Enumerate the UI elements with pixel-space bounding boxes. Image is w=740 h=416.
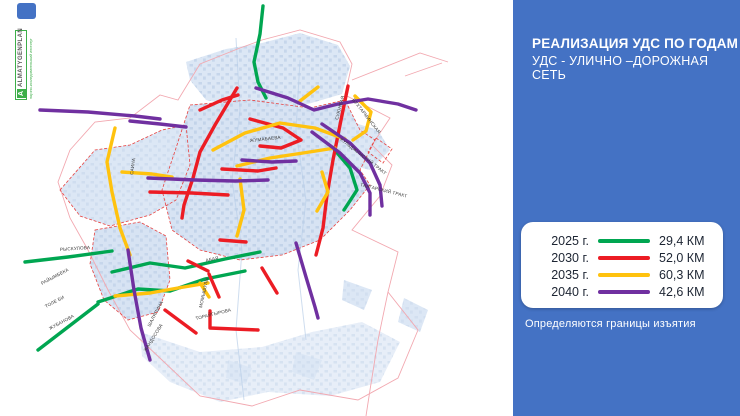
road-red xyxy=(208,309,260,332)
legend-line-purple xyxy=(598,289,650,294)
legend-km: 29,4 КМ xyxy=(659,233,705,248)
road-red xyxy=(220,166,278,173)
road-red xyxy=(207,272,221,299)
road-purple xyxy=(310,130,372,217)
legend-row-2035: 2035 г. 60,3 КМ xyxy=(521,266,723,283)
legend-km: 52,0 КМ xyxy=(659,250,705,265)
logo-subtitle: научно-исследовательский институт xyxy=(29,38,33,99)
road-yellow xyxy=(235,177,246,238)
almatygenplan-logo: A ALMATYGENPLAN xyxy=(15,27,27,100)
road-green xyxy=(110,250,262,274)
district-dashed-boundary xyxy=(89,221,171,321)
slide-blue-square xyxy=(17,3,36,19)
road-purple xyxy=(240,158,298,164)
street-label: САИНА xyxy=(129,157,136,175)
city-boundary xyxy=(365,291,389,416)
road-red xyxy=(260,266,279,295)
legend-line-yellow xyxy=(598,272,650,277)
road-purple xyxy=(126,248,152,362)
district-blocks xyxy=(140,322,400,402)
river-line xyxy=(231,37,245,401)
logo-name: ALMATYGENPLAN xyxy=(18,27,24,87)
road-yellow xyxy=(315,170,330,213)
street-label: ТОЛЕ БИ xyxy=(44,295,65,309)
street-label: ЖУМАБАЕВА xyxy=(250,135,282,143)
district-blocks xyxy=(342,280,372,310)
district-dashed-boundary xyxy=(161,99,376,261)
road-green xyxy=(331,146,359,212)
legend-line-red xyxy=(598,255,650,260)
road-purple xyxy=(146,176,270,183)
legend-km: 60,3 КМ xyxy=(659,267,705,282)
road-green xyxy=(252,4,268,100)
district-dashed-boundary xyxy=(367,137,393,164)
legend-year: 2035 г. xyxy=(551,267,589,282)
legend-year: 2040 г. xyxy=(551,284,589,299)
road-yellow xyxy=(120,170,174,179)
road-red xyxy=(186,259,210,273)
logo-a-mark: A xyxy=(16,89,26,98)
legend-row-2030: 2030 г. 52,0 КМ xyxy=(521,249,723,266)
panel-title: РЕАЛИЗАЦИЯ УДС ПО ГОДАМ xyxy=(532,36,739,51)
legend: 2025 г. 29,4 КМ 2030 г. 52,0 КМ 2035 г. … xyxy=(521,222,723,308)
road-purple xyxy=(320,122,384,208)
legend-line-green xyxy=(598,238,650,243)
district-blocks xyxy=(186,33,350,110)
street-label: АБАЯ xyxy=(205,255,219,263)
legend-year: 2030 г. xyxy=(551,250,589,265)
district-blocks xyxy=(60,125,190,226)
district-blocks xyxy=(292,352,322,380)
road-green xyxy=(23,249,114,264)
street-label: РАЙЫМБЕКА xyxy=(39,265,70,286)
boundaries-note: Определяются границы изъятия xyxy=(525,318,696,330)
road-red xyxy=(218,238,248,244)
district-dashed-boundary xyxy=(59,124,191,227)
road-yellow xyxy=(211,121,347,152)
city-boundary xyxy=(57,29,419,407)
legend-km: 42,6 КМ xyxy=(659,284,705,299)
road-red xyxy=(314,84,350,257)
road-yellow xyxy=(105,126,132,257)
road-purple xyxy=(294,241,320,320)
road-yellow xyxy=(351,94,373,142)
city-map: РЫСКУЛОВА РАЙЫМБЕКА ТОЛЕ БИ ЖУБАНОВА АБАЯ ЖАН… xyxy=(15,3,449,416)
road-yellow xyxy=(298,85,320,103)
info-panel: РЕАЛИЗАЦИЯ УДС ПО ГОДАМ УДС - УЛИЧНО –ДО… xyxy=(513,0,740,416)
street-label: ЖУБАНОВА xyxy=(48,313,75,331)
district-blocks xyxy=(226,360,252,384)
panel-subtitle: УДС - УЛИЧНО –ДОРОЖНАЯ СЕТЬ xyxy=(532,54,709,82)
street-label: РЫСКУЛОВА xyxy=(60,245,91,252)
road-yellow xyxy=(113,281,210,298)
road-purple xyxy=(128,119,188,129)
road-red xyxy=(180,86,239,220)
legend-row-2040: 2040 г. 42,6 КМ xyxy=(521,283,723,300)
road-purple xyxy=(254,86,418,112)
road-green xyxy=(36,302,100,352)
legend-year: 2025 г. xyxy=(551,233,589,248)
road-purple xyxy=(38,108,162,121)
road-red xyxy=(148,190,230,197)
legend-row-2025: 2025 г. 29,4 КМ xyxy=(521,232,723,249)
city-boundary xyxy=(351,52,449,81)
road-yellow xyxy=(198,281,211,299)
road-red xyxy=(198,93,240,112)
road-red xyxy=(163,308,198,335)
district-blocks xyxy=(345,120,390,170)
street-label: СУЮНБАЯ xyxy=(334,95,345,120)
street-label: МОМЫШУЛЫ xyxy=(198,277,209,308)
city-boundary xyxy=(404,62,443,77)
district-blocks xyxy=(398,298,428,332)
